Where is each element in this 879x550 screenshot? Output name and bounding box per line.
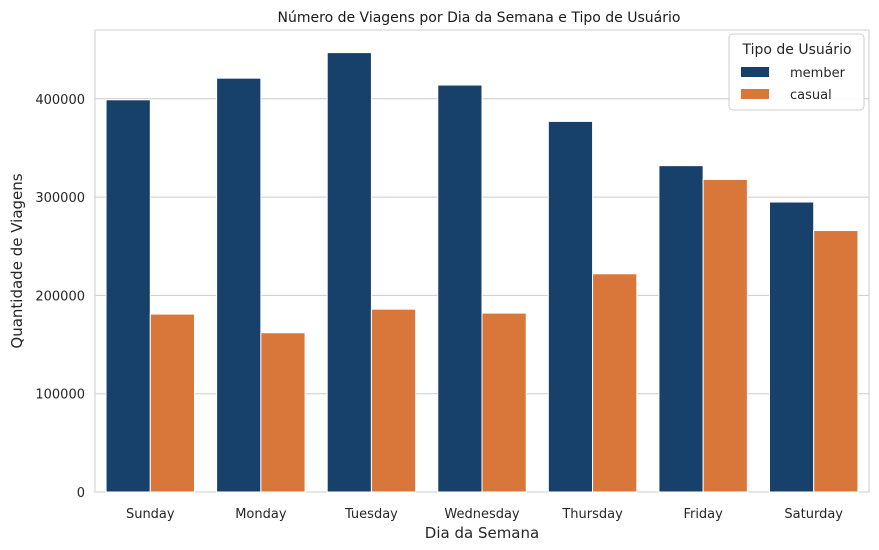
bar-member-tuesday [326,52,372,493]
bar-member-sunday [105,99,151,493]
legend: Tipo de Usuário member casual [728,33,865,111]
bar-member-monday [216,77,262,493]
x-tick-label: Thursday [561,507,623,522]
y-tick-label: 300000 [35,191,85,206]
y-tick-label: 100000 [35,388,85,403]
bar-casual-thursday [592,273,638,493]
bar-casual-tuesday [370,308,417,493]
bar-casual-monday [260,332,306,493]
x-tick-label: Monday [235,507,287,522]
x-tick-label: Wednesday [444,507,520,522]
y-tick-label: 0 [77,486,85,501]
bar-member-saturday [768,201,815,493]
y-tick-label: 200000 [35,289,85,304]
bar-member-friday [658,165,704,493]
x-tick-label: Tuesday [344,507,398,522]
x-tick-label: Sunday [126,507,175,522]
legend-label-member: member [790,66,846,81]
bar-member-thursday [547,120,594,493]
y-axis-label: Quantidade de Viagens [8,173,26,348]
bar-member-wednesday [437,84,483,493]
x-axis-ticks: Sunday Monday Tuesday Wednesday Thursday Frid… [126,507,843,522]
legend-swatch-casual [741,89,769,99]
bar-casual-wednesday [481,312,527,493]
legend-swatch-member [741,67,769,77]
legend-title: Tipo de Usuário [741,42,851,58]
y-tick-label: 400000 [35,93,85,108]
chart-title: Número de Viagens por Dia da Semana e Ti… [278,10,681,26]
bar-casual-sunday [149,313,196,493]
bar-casual-friday [702,178,748,493]
legend-label-casual: casual [790,88,832,103]
x-tick-label: Saturday [784,507,843,522]
bar-casual-saturday [813,230,859,493]
bars [105,52,859,493]
y-axis-ticks: 0 100000 200000 300000 400000 [35,93,85,501]
x-axis-label: Dia da Semana [425,524,539,542]
x-tick-label: Friday [683,507,723,522]
